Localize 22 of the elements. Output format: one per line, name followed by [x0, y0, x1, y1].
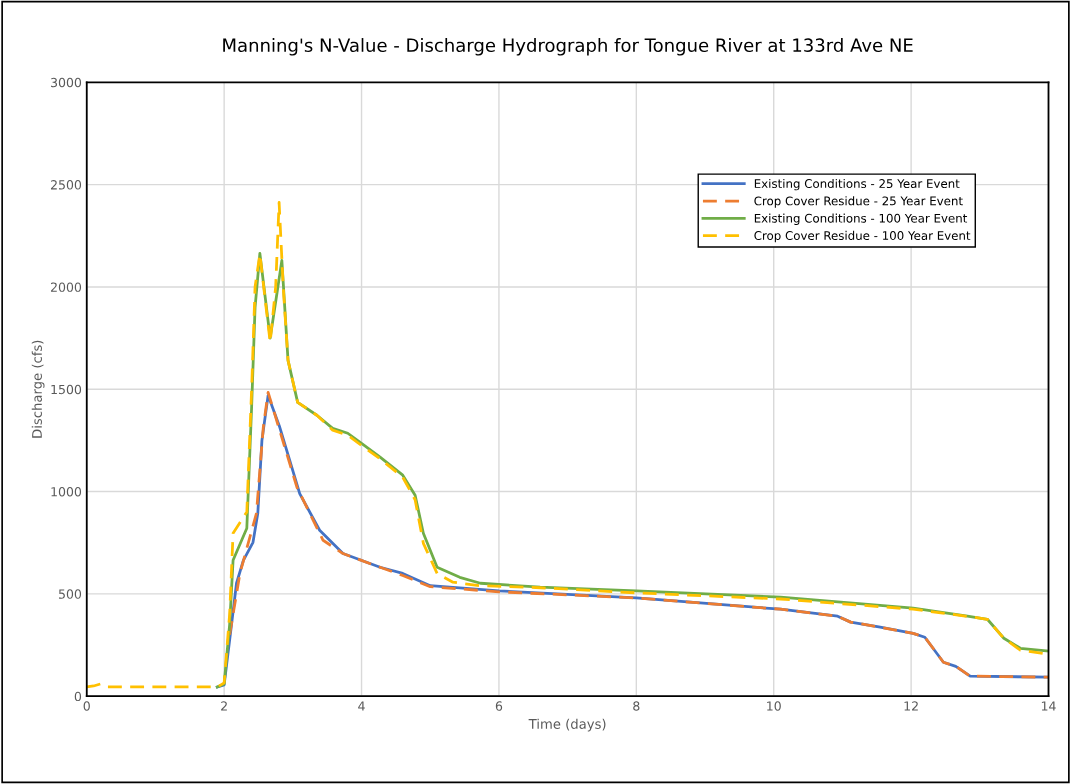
x-axis-title: Time (days) [528, 718, 606, 732]
y-tick-label: 1000 [51, 487, 82, 497]
x-tick-label: 8 [633, 701, 640, 711]
x-tick-label: 12 [904, 701, 918, 711]
y-tick-label: 0 [74, 691, 82, 702]
x-tick-label: 2 [221, 701, 227, 711]
x-tick-label: 0 [83, 701, 90, 711]
y-tick-label: 2000 [50, 282, 82, 292]
y-tick-label: 2500 [50, 180, 82, 190]
y-axis-title: Discharge (cfs) [31, 340, 45, 438]
legend-label: Crop Cover Residue - 25 Year Event [754, 196, 963, 208]
legend-label: Existing Conditions - 100 Year Event [754, 213, 968, 225]
x-tick-label: 14 [1041, 701, 1056, 711]
legend-label: Existing Conditions - 25 Year Event [754, 178, 960, 191]
x-tick-label: 6 [495, 701, 503, 711]
chart-title: Manning's N-Value - Discharge Hydrograph for Tongue River at 133rd Ave NE [223, 38, 913, 56]
y-tick-label: 500 [59, 589, 82, 599]
legend-label: Crop Cover Residue - 100 Year Event [754, 230, 971, 243]
x-tick-label: 10 [767, 701, 781, 711]
x-tick-label: 4 [358, 701, 365, 711]
y-tick-label: 3000 [51, 77, 82, 88]
y-tick-label: 1500 [51, 384, 82, 395]
